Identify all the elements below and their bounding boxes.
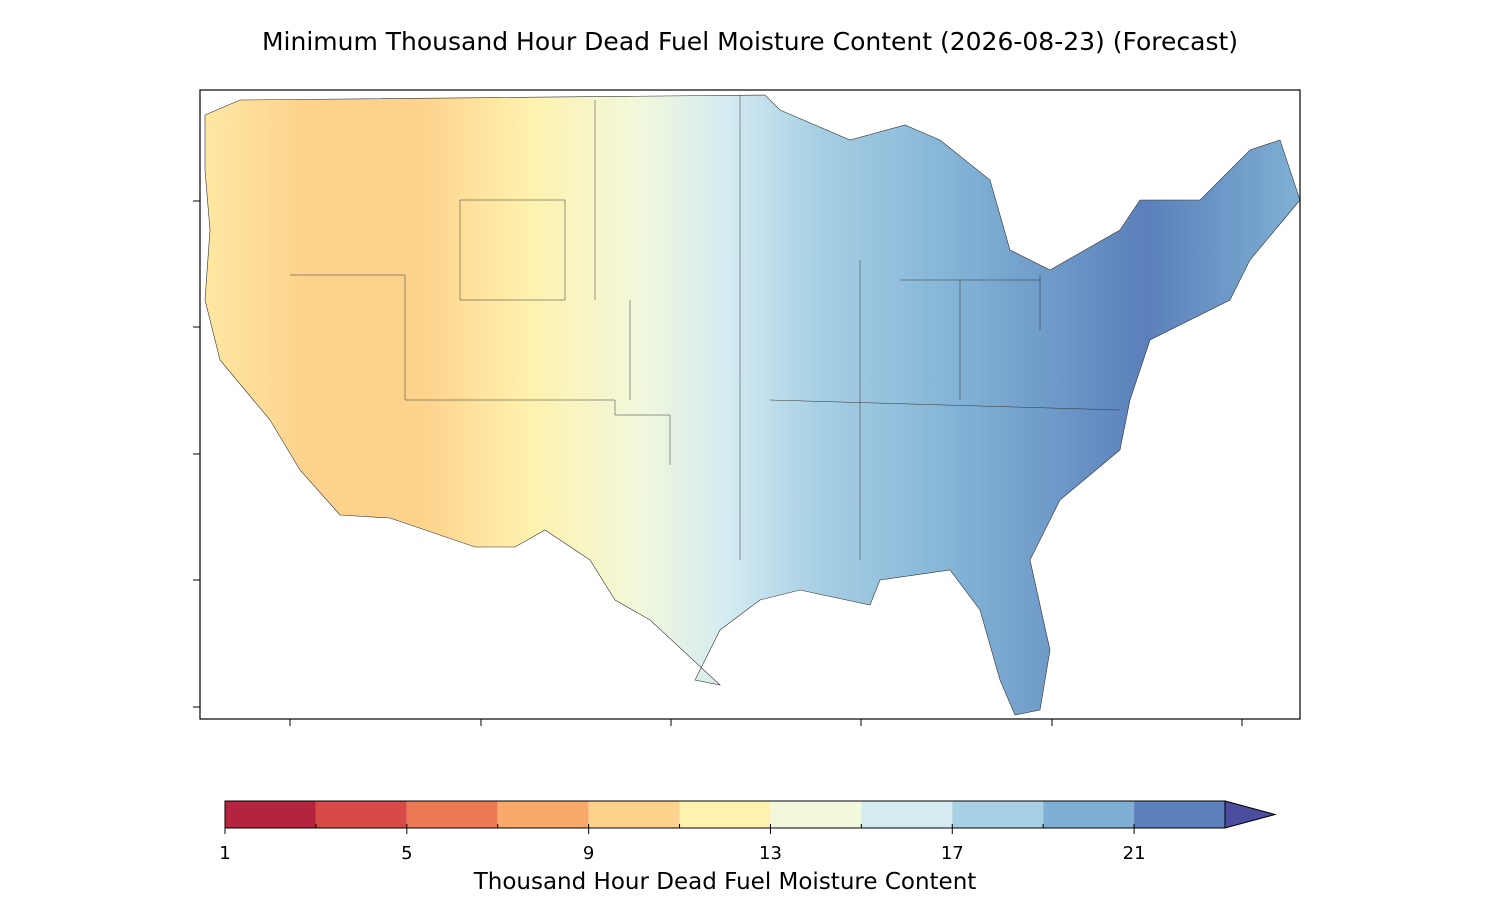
map-frame [199,89,1301,720]
title: Minimum Thousand Hour Dead Fuel Moisture… [262,27,1238,56]
colorbar: 1 5 9 13 17 21 [219,800,1277,864]
colorbar-bin [406,801,498,828]
colorbar-bin [770,801,862,828]
frame-ticks [193,200,1243,726]
colorbar-bin [1134,801,1225,828]
colorbar-tick-label: 1 [219,843,230,864]
colorbar-tick-label: 17 [941,843,964,864]
colorbar-bin [315,801,407,828]
state-lines [290,95,1121,560]
colorbar-bin [588,801,680,828]
colorbar-bin [225,801,316,828]
map [193,89,1301,726]
colorbar-label: Thousand Hour Dead Fuel Moisture Content [473,869,977,895]
colorbar-bin [1043,801,1135,828]
colorbar-tick-label: 9 [583,843,594,864]
colorbar-bin [497,801,589,828]
colorbar-tick-label: 21 [1123,843,1146,864]
colorbar-bin [679,801,771,828]
colorbar-bin [952,801,1044,828]
colorbar-tick-label: 5 [401,843,412,864]
colorbar-outline [224,800,1226,829]
colorbar-tick-label: 13 [759,843,782,864]
colorbar-bin [861,801,953,828]
colorbar-extend [1224,800,1277,829]
conus-shape [204,94,1301,716]
